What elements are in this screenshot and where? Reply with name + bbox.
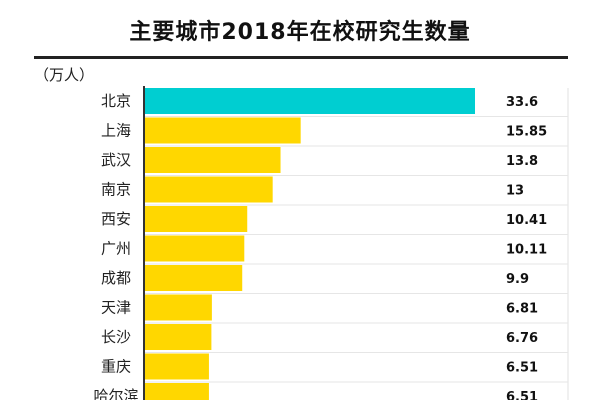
category-label: 天津 [101,299,131,317]
category-label: 长沙 [101,328,131,346]
value-label: 9.9 [506,272,529,287]
bar-2 [145,147,281,173]
bar-8 [145,324,212,350]
category-label: 武汉 [101,151,131,169]
bar-5 [145,235,245,262]
category-label: 广州 [101,240,131,258]
bar-1 [145,117,301,144]
category-label: 哈尔滨 [93,387,138,400]
category-label: 成都 [101,269,131,287]
category-label: 南京 [101,181,131,199]
bar-3 [145,176,273,203]
bar-9 [145,353,209,380]
value-label: 13 [506,184,524,199]
bar-6 [145,265,243,291]
bar-0 [145,88,475,114]
value-label: 10.41 [506,213,547,228]
chart-title: 主要城市2018年在校研究生数量 [129,20,471,45]
value-label: 10.11 [506,243,547,258]
bar-10 [145,383,209,400]
unit-label: （万人） [34,66,95,84]
bar-4 [145,206,248,232]
bar-7 [145,294,212,321]
category-label: 西安 [101,210,131,228]
category-label: 上海 [101,122,131,140]
category-label: 重庆 [101,358,131,376]
value-label: 6.51 [506,361,538,376]
value-label: 6.76 [506,331,538,346]
value-label: 6.51 [506,390,538,400]
value-label: 6.81 [506,302,538,317]
value-label: 13.8 [506,154,538,169]
value-label: 15.85 [506,125,547,140]
value-label: 33.6 [506,95,538,110]
category-label: 北京 [101,92,131,110]
title-underline [34,56,568,59]
